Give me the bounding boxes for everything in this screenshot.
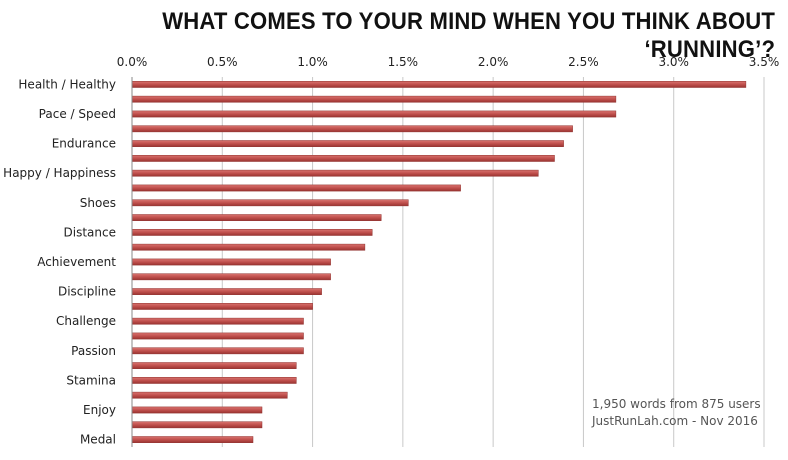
bar <box>131 406 263 414</box>
bar <box>131 229 373 236</box>
bar <box>131 199 409 207</box>
category-label: Passion <box>71 344 116 358</box>
category-label: Distance <box>64 225 116 239</box>
bar <box>131 243 366 251</box>
bar <box>131 288 322 295</box>
category-label: Stamina <box>66 373 116 387</box>
bar <box>131 155 555 162</box>
bar <box>131 81 747 88</box>
bar <box>131 347 304 355</box>
category-label: Achievement <box>37 255 116 269</box>
bar <box>131 391 288 399</box>
bar <box>131 125 573 133</box>
category-label: Endurance <box>52 137 116 151</box>
category-label: Happy / Happiness <box>3 166 116 180</box>
bar <box>131 377 297 384</box>
x-tick-label: 1.0% <box>297 55 328 69</box>
bar <box>131 273 331 281</box>
category-label: Shoes <box>80 196 116 210</box>
bar <box>131 332 304 340</box>
x-tick-label: 2.5% <box>568 55 599 69</box>
category-labels: Health / Healthy Pace / Speed Endurance Hap… <box>3 77 116 446</box>
bar <box>131 436 254 443</box>
x-tick-label: 3.0% <box>658 55 689 69</box>
source-annotation: 1,950 words from 875 users JustRunLah.co… <box>592 396 761 430</box>
x-tick-label: 3.5% <box>749 55 780 69</box>
annotation-line-2: JustRunLah.com - Nov 2016 <box>592 414 758 428</box>
category-label: Pace / Speed <box>39 107 116 121</box>
x-tick-labels: 0.0% 0.5% 1.0% 1.5% 2.0% 2.5% 3.0% 3.5% <box>117 55 780 69</box>
chart-title: WHAT COMES TO YOUR MIND WHEN YOU THINK A… <box>162 8 776 63</box>
category-label: Enjoy <box>83 403 116 417</box>
bar <box>131 362 297 369</box>
bar <box>131 421 263 429</box>
category-label: Health / Healthy <box>18 77 116 91</box>
x-tick-label: 2.0% <box>478 55 509 69</box>
x-tick-label: 1.5% <box>388 55 419 69</box>
bar <box>131 110 617 118</box>
bar <box>131 169 539 177</box>
category-label: Challenge <box>56 314 116 328</box>
annotation-line-1: 1,950 words from 875 users <box>592 397 761 411</box>
bar <box>131 258 331 266</box>
bar <box>131 140 564 147</box>
bar <box>131 317 304 325</box>
bar <box>131 303 313 310</box>
category-label: Discipline <box>58 285 116 299</box>
x-tick-label: 0.5% <box>207 55 238 69</box>
bar <box>131 214 382 221</box>
bar <box>131 95 617 103</box>
bars <box>131 81 747 443</box>
category-label: Medal <box>80 433 116 447</box>
x-tick-label: 0.0% <box>117 55 148 69</box>
bar <box>131 184 461 192</box>
